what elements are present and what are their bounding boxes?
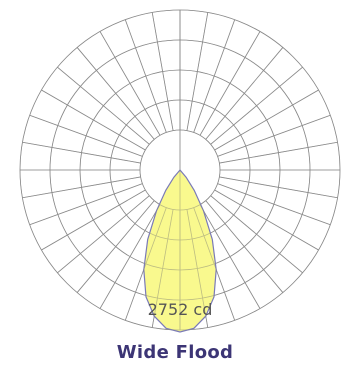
polar-grid-overlay bbox=[19, 9, 341, 331]
polar-spoke bbox=[205, 200, 284, 293]
polar-spoke bbox=[214, 189, 319, 251]
polar-ring bbox=[109, 99, 251, 241]
polar-spoke bbox=[210, 195, 303, 274]
polar-spoke bbox=[76, 200, 155, 293]
polar-spoke bbox=[210, 66, 303, 145]
polar-spoke bbox=[29, 114, 143, 157]
polar-chart: 2752 cd bbox=[19, 9, 341, 333]
polar-spoke bbox=[57, 66, 150, 145]
polar-spoke bbox=[210, 66, 303, 145]
polar-spoke bbox=[214, 89, 319, 151]
polar-spoke bbox=[41, 89, 146, 151]
polar-ring bbox=[49, 39, 311, 301]
polar-spoke bbox=[41, 189, 146, 251]
polar-spoke bbox=[76, 47, 155, 140]
polar-spoke bbox=[76, 47, 155, 140]
polar-spoke bbox=[186, 12, 209, 131]
polar-spoke bbox=[199, 204, 261, 309]
polar-spoke bbox=[217, 183, 331, 226]
polar-spoke bbox=[210, 195, 303, 274]
polar-spoke bbox=[29, 183, 143, 226]
polar-spoke bbox=[57, 195, 150, 274]
polar-spoke bbox=[205, 200, 284, 293]
polar-ring bbox=[139, 129, 221, 211]
polar-spoke bbox=[199, 31, 261, 136]
polar-spoke bbox=[151, 209, 174, 328]
polar-spoke bbox=[29, 114, 143, 157]
peak-intensity-label: 2752 cd bbox=[148, 300, 213, 319]
polar-spoke bbox=[219, 141, 338, 164]
polar-spoke bbox=[57, 66, 150, 145]
polar-spoke bbox=[219, 141, 338, 164]
polar-spoke bbox=[57, 195, 150, 274]
light-distribution-curve bbox=[143, 169, 217, 333]
polar-spoke bbox=[41, 189, 146, 251]
polar-spoke bbox=[186, 209, 209, 328]
polar-spoke bbox=[193, 19, 236, 133]
polar-spoke bbox=[22, 141, 141, 164]
polar-spoke bbox=[76, 200, 155, 293]
polar-spoke bbox=[205, 47, 284, 140]
polar-spoke bbox=[124, 19, 167, 133]
polar-spoke bbox=[217, 114, 331, 157]
polar-spoke bbox=[205, 47, 284, 140]
polar-spoke bbox=[124, 19, 167, 133]
polar-spoke bbox=[219, 176, 338, 199]
polar-spoke bbox=[99, 204, 161, 309]
polar-spoke bbox=[99, 31, 161, 136]
polar-spoke bbox=[199, 31, 261, 136]
polar-spoke bbox=[124, 207, 167, 321]
polar-spoke bbox=[193, 19, 236, 133]
polar-spoke bbox=[193, 207, 236, 321]
polar-spoke bbox=[151, 12, 174, 131]
polar-spoke bbox=[214, 89, 319, 151]
polar-ring bbox=[79, 69, 281, 271]
polar-spoke bbox=[29, 183, 143, 226]
polar-spoke bbox=[22, 176, 141, 199]
polar-spoke bbox=[186, 12, 209, 131]
polar-spoke bbox=[199, 204, 261, 309]
polar-spoke bbox=[41, 89, 146, 151]
polar-spoke bbox=[151, 12, 174, 131]
chart-title: Wide Flood bbox=[116, 342, 234, 363]
polar-ring bbox=[19, 9, 341, 331]
polar-spoke bbox=[219, 176, 338, 199]
polar-spoke bbox=[217, 183, 331, 226]
polar-spoke bbox=[99, 204, 161, 309]
polar-spoke bbox=[217, 114, 331, 157]
polar-spoke bbox=[22, 176, 141, 199]
polar-spoke bbox=[214, 189, 319, 251]
polar-spoke bbox=[99, 31, 161, 136]
polar-spoke bbox=[22, 141, 141, 164]
